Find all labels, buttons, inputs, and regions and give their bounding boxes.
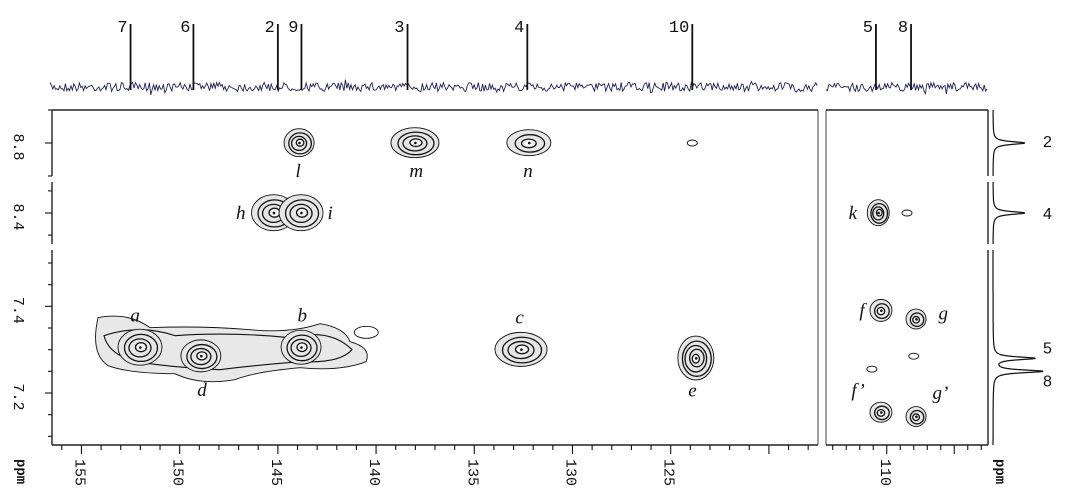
cross-peak-label-f’: f’ xyxy=(851,381,864,402)
right-projection-label-5: 5 xyxy=(1043,340,1052,357)
cross-peak-label-i: i xyxy=(327,203,332,224)
x-tick-label-125: 125 xyxy=(660,459,677,486)
top-peak-label-9: 9 xyxy=(288,19,298,38)
cross-peak-label-l: l xyxy=(295,161,300,182)
top-peak-label-10: 10 xyxy=(669,19,689,38)
cross-peak-f’ xyxy=(869,401,893,423)
cross-peak-label-f: f xyxy=(859,301,867,322)
y-tick-label-7.4: 7.4 xyxy=(9,297,26,324)
right-projection-spectrum: 2 4 5 8 xyxy=(992,110,1052,445)
cross-peak-label-k: k xyxy=(849,203,858,224)
cross-peak-n xyxy=(506,129,552,157)
right-projection-label-4: 4 xyxy=(1043,206,1052,223)
right-projection-label-2: 2 xyxy=(1043,134,1052,151)
x-tick-label-150: 150 xyxy=(169,459,186,486)
right-projection-trace-3 xyxy=(992,250,1044,445)
top-peak-label-4: 4 xyxy=(514,19,524,38)
plot-frames xyxy=(51,109,989,446)
cross-peak-labels: a d b c e f g f’ g’ h i k l m n xyxy=(130,161,948,404)
cross-peak-m xyxy=(390,127,440,159)
cross-peak-label-a: a xyxy=(130,306,140,327)
cross-peak-g xyxy=(905,308,927,330)
cross-peak-label-n: n xyxy=(523,161,533,182)
x-tick-label-135: 135 xyxy=(463,459,480,486)
cross-peak-label-g: g xyxy=(938,303,948,324)
cross-peak-g’ xyxy=(905,406,927,427)
cross-peak-label-m: m xyxy=(409,161,423,182)
minor-peak-5 xyxy=(908,352,920,360)
x-tick-label-155: 155 xyxy=(70,459,87,486)
top-peak-label-8: 8 xyxy=(898,19,908,38)
top-spectrum-trace-2 xyxy=(825,81,988,95)
top-peak-label-3: 3 xyxy=(394,19,404,38)
cross-peak-d xyxy=(180,339,222,373)
y-tick-label-8.4: 8.4 xyxy=(9,203,26,230)
minor-peak-2 xyxy=(686,139,698,147)
cross-peak-f xyxy=(869,298,893,322)
right-projection-trace-1 xyxy=(992,110,1026,176)
minor-peak-4 xyxy=(866,365,878,373)
x-axis-unit-label-left: ppm xyxy=(12,459,28,484)
x-tick-label-140: 140 xyxy=(365,459,382,486)
x-axis: 155 150 145 140 135 130 125 110 ppm ppm xyxy=(12,445,1007,486)
cross-peak-label-b: b xyxy=(297,306,307,327)
top-peak-label-2: 2 xyxy=(265,19,275,38)
cross-peak-contours xyxy=(95,127,927,427)
cross-peak-label-e: e xyxy=(688,380,696,401)
x-axis-unit-label-right: ppm xyxy=(991,459,1007,484)
cross-peak-label-c: c xyxy=(515,308,524,329)
y-tick-label-7.2: 7.2 xyxy=(9,383,26,410)
right-projection-label-8: 8 xyxy=(1043,373,1052,390)
cross-peak-b xyxy=(280,329,322,365)
y-tick-label-8.8: 8.8 xyxy=(9,133,26,160)
cross-peak-i xyxy=(278,194,324,232)
cross-peak-label-d: d xyxy=(197,380,207,401)
cross-peak-label-g’: g’ xyxy=(932,383,948,404)
top-peak-label-6: 6 xyxy=(180,19,190,38)
top-1d-spectrum xyxy=(49,79,988,95)
top-peak-label-5: 5 xyxy=(863,19,873,38)
x-tick-label-130: 130 xyxy=(561,459,578,486)
y-axis: 8.8 8.4 7.4 7.2 xyxy=(9,109,52,437)
x-tick-label-110: 110 xyxy=(876,459,893,486)
right-projection-trace-2 xyxy=(992,182,1026,244)
frame-break xyxy=(817,110,827,445)
cross-peak-k xyxy=(866,199,890,227)
cross-peak-e xyxy=(677,335,715,381)
cross-peak-c xyxy=(494,331,548,367)
cross-peak-l xyxy=(283,128,315,158)
cross-peak-a xyxy=(117,328,163,366)
top-peak-label-7: 7 xyxy=(117,19,127,38)
x-tick-label-145: 145 xyxy=(267,459,284,486)
minor-peak-3 xyxy=(901,209,913,217)
cross-peak-label-h: h xyxy=(236,203,246,224)
top-spectrum-peaks: 7 6 2 9 3 4 10 5 8 xyxy=(117,19,912,90)
minor-peak-1 xyxy=(353,325,379,339)
top-spectrum-trace-1 xyxy=(49,79,818,95)
